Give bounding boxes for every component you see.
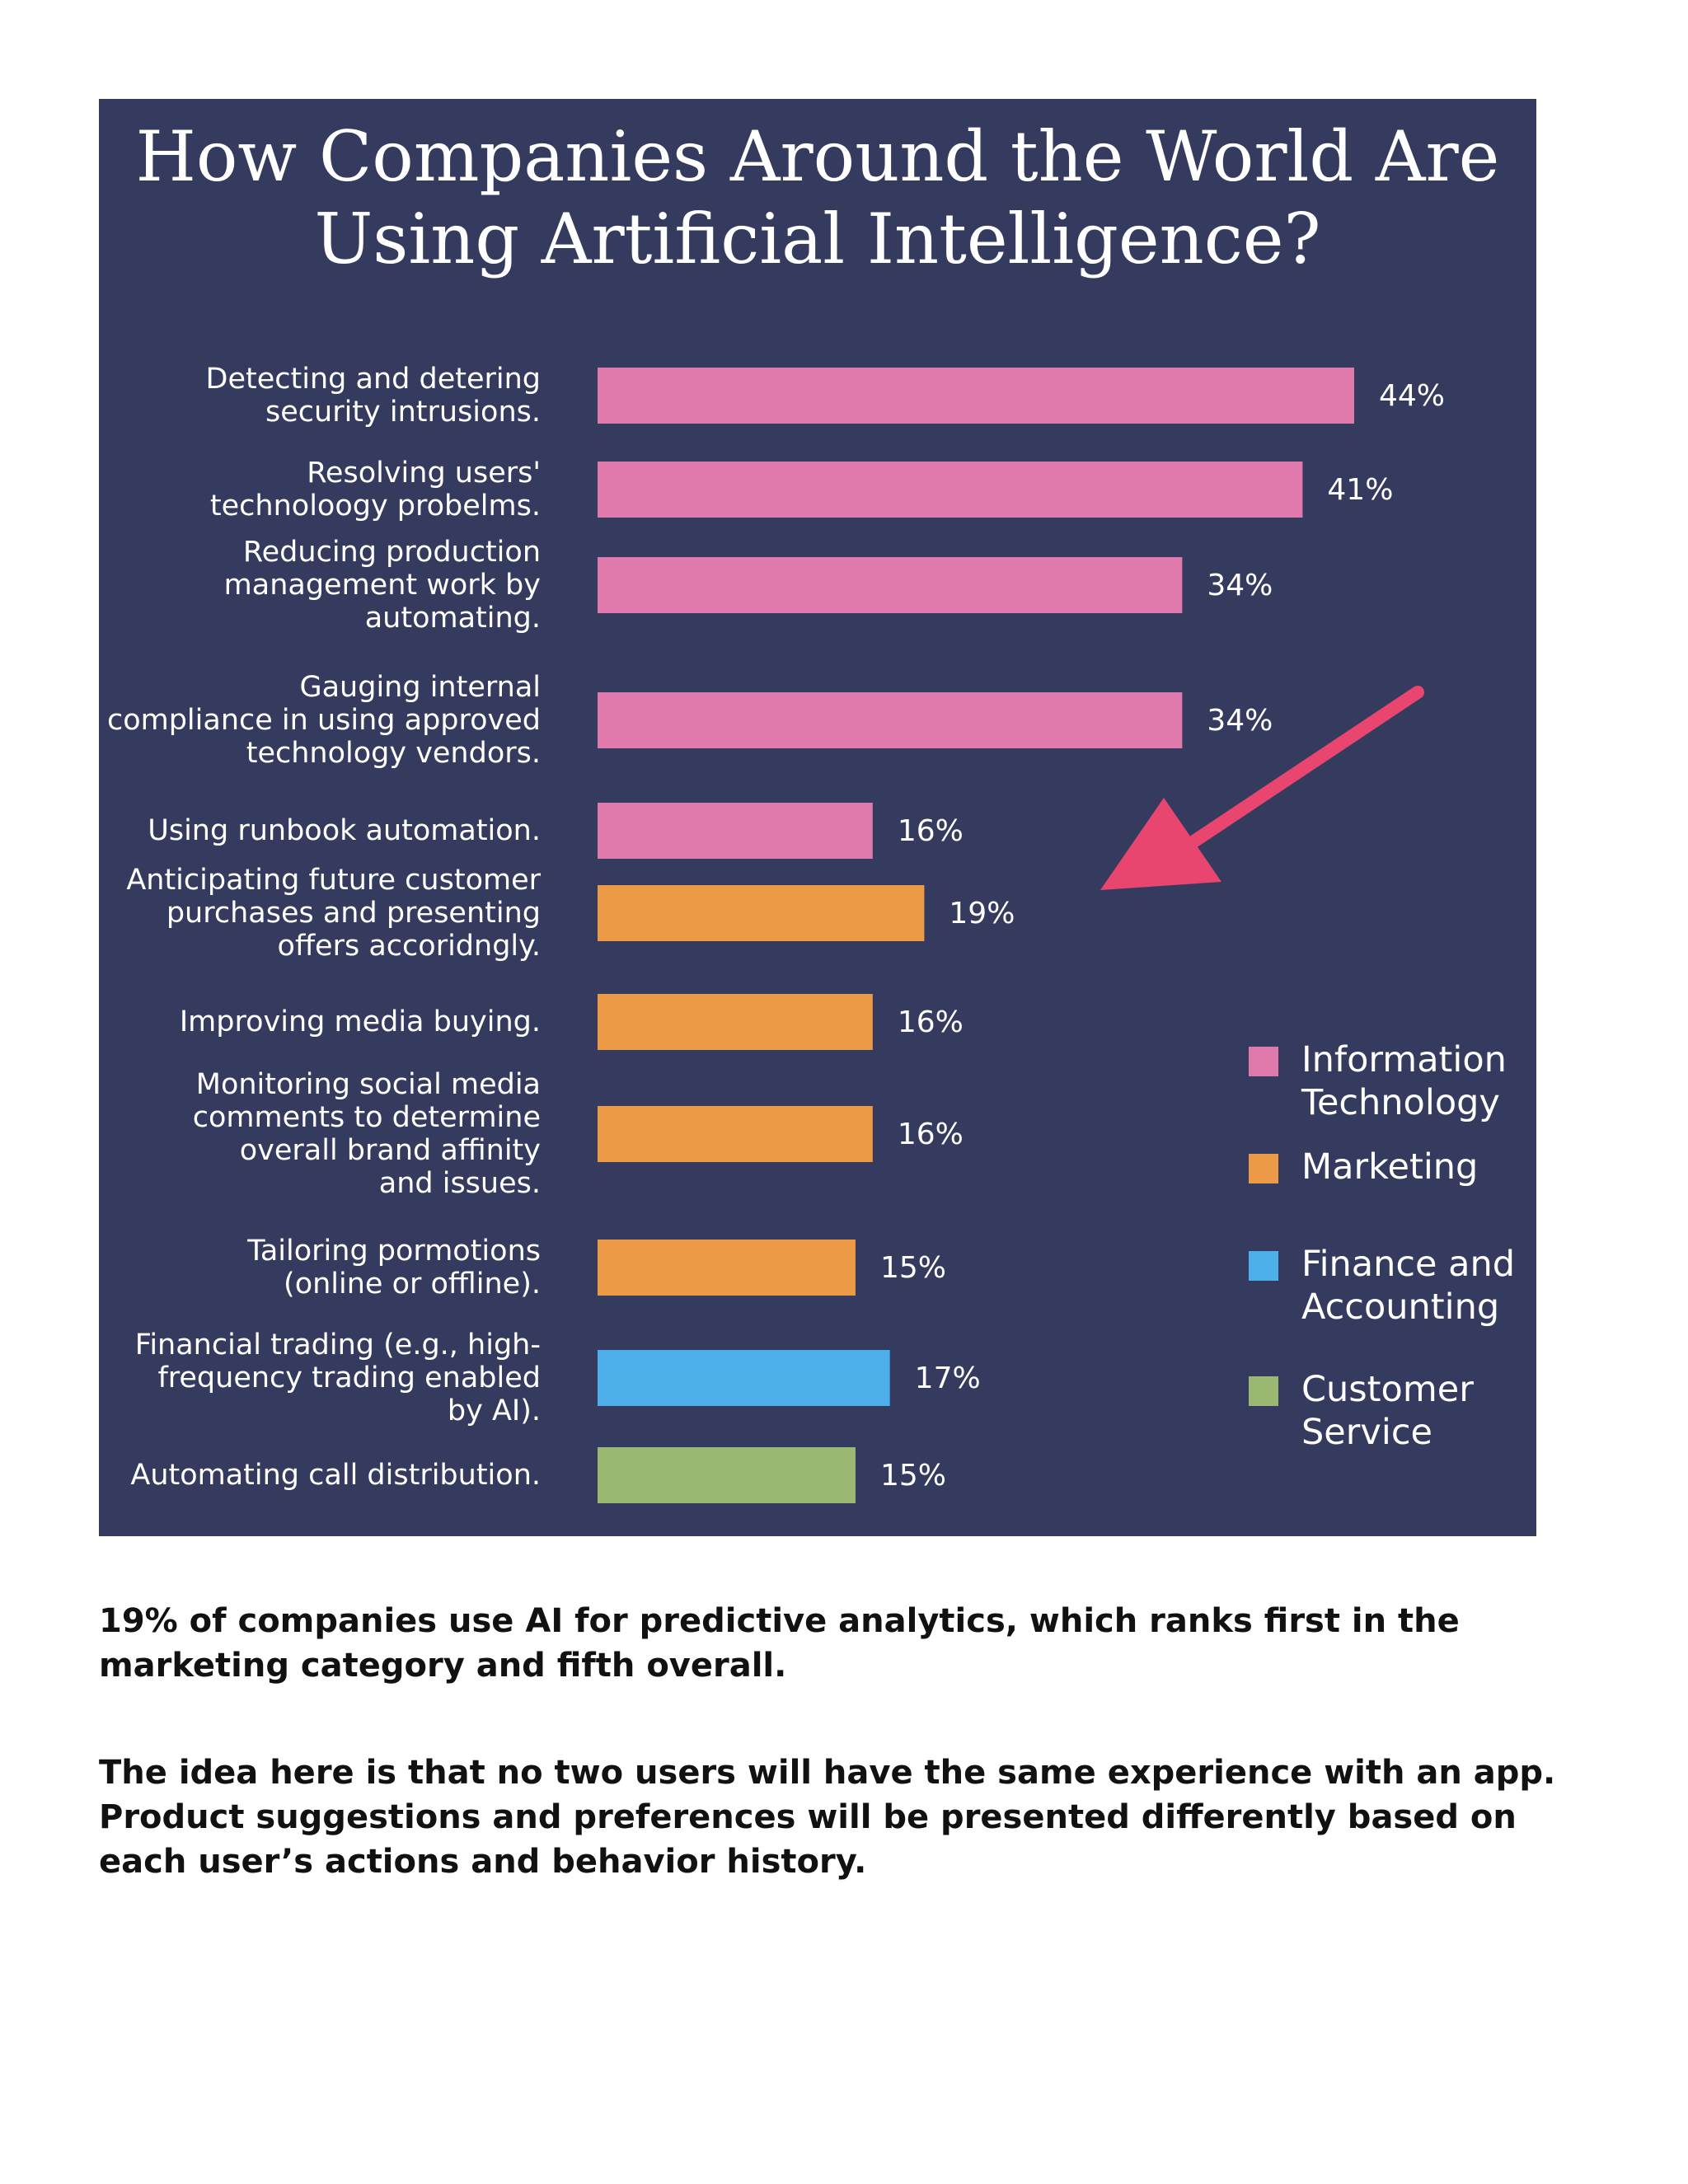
bar-11 — [598, 1447, 856, 1503]
legend-label-3: Finance and Accounting — [1301, 1244, 1516, 1328]
category-label-4: Gauging internal compliance in using app… — [106, 671, 541, 770]
category-label-5: Using runbook automation. — [148, 814, 541, 847]
category-label-10: Financial trading (e.g., high- frequency… — [134, 1329, 541, 1427]
paragraph-1: 19% of companies use AI for predictive a… — [99, 1602, 1460, 1685]
chart-panel: How Companies Around the World Are Using… — [99, 99, 1536, 1536]
bar-5 — [598, 803, 873, 859]
legend-swatch-1 — [1249, 1047, 1278, 1076]
category-label-9: Tailoring pormotions (online or offline)… — [247, 1235, 541, 1301]
bar-1 — [598, 368, 1354, 424]
legend-item-2: Marketing — [1249, 1146, 1478, 1188]
category-label-8: Monitoring social media comments to dete… — [192, 1068, 541, 1200]
annotation-arrow — [1100, 686, 1424, 890]
legend-label-2: Marketing — [1301, 1146, 1479, 1188]
category-label-1: Detecting and detering security intrusio… — [205, 363, 541, 429]
bar-value-label-9: 15% — [880, 1251, 946, 1285]
bar-value-label-4: 34% — [1207, 704, 1273, 738]
legend-swatch-2 — [1249, 1154, 1278, 1183]
bar-value-label-1: 44% — [1379, 379, 1445, 413]
chart-title: How Companies Around the World Are Using… — [135, 116, 1500, 279]
category-label-6: Anticipating future customer purchases a… — [126, 864, 541, 963]
arrow-head — [1100, 798, 1221, 890]
bar-value-label-5: 16% — [898, 814, 964, 848]
bars-layer: 44% 41% 34% 34% 16% 19% 16% 16% 15% 17% 15% — [598, 368, 1445, 1503]
bar-value-label-2: 41% — [1327, 473, 1393, 507]
bar-6 — [598, 885, 925, 941]
legend-swatch-3 — [1249, 1251, 1278, 1281]
category-label-2: Resolving users' technoloogy probelms. — [209, 457, 541, 523]
bar-value-label-8: 16% — [898, 1118, 964, 1151]
bar-value-label-7: 16% — [898, 1005, 964, 1039]
legend-item-3: Finance and Accounting — [1249, 1243, 1515, 1329]
bar-3 — [598, 557, 1183, 613]
bar-4 — [598, 692, 1183, 748]
bar-7 — [598, 994, 873, 1050]
paragraph-2: The idea here is that no two users will … — [99, 1754, 1556, 1881]
arrow-shaft — [1189, 686, 1424, 847]
bar-chart: 44% 41% 34% 34% 16% 19% 16% 16% 15% 17% 15% — [598, 368, 1445, 1503]
category-label-7: Improving media buying. — [179, 1005, 541, 1038]
bar-8 — [598, 1106, 873, 1162]
bar-10 — [598, 1350, 890, 1406]
bar-2 — [598, 462, 1303, 518]
bar-value-label-10: 17% — [915, 1361, 981, 1395]
legend-swatch-4 — [1249, 1376, 1278, 1406]
legend-item-1: Information Technology — [1249, 1038, 1507, 1124]
legend-label-4: Customer Service — [1301, 1369, 1474, 1453]
category-label-3: Reducing production management work by a… — [223, 536, 541, 635]
legend-label-1: Information Technology — [1301, 1039, 1507, 1123]
bar-value-label-11: 15% — [880, 1459, 946, 1493]
bar-value-label-6: 19% — [949, 897, 1015, 930]
bar-9 — [598, 1240, 856, 1296]
legend-item-4: Customer Service — [1249, 1368, 1474, 1454]
category-label-11: Automating call distribution. — [130, 1459, 541, 1492]
bar-value-label-3: 34% — [1207, 569, 1273, 602]
